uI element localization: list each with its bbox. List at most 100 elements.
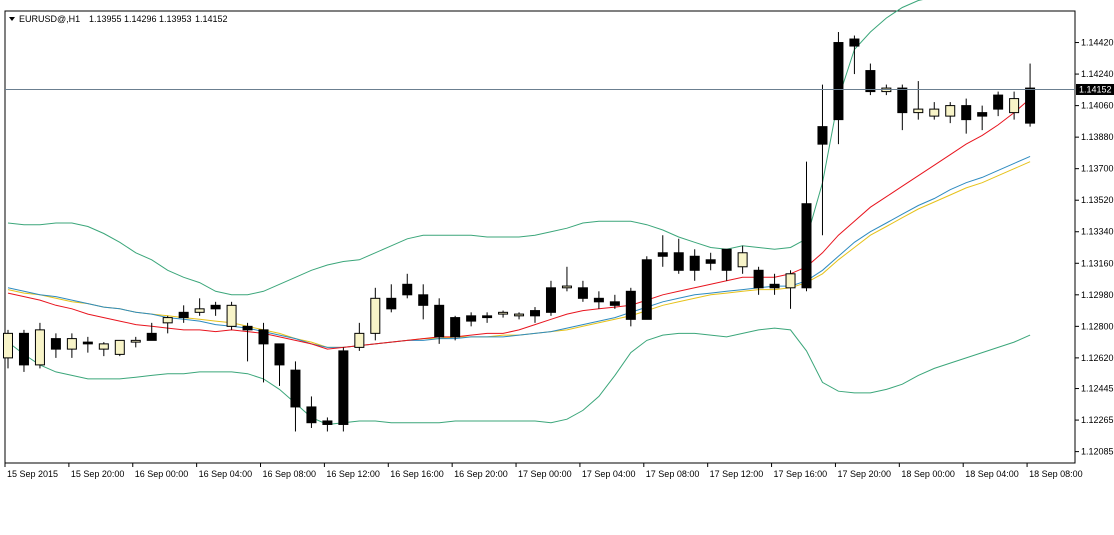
candle-body-bear	[721, 248, 732, 271]
candle	[114, 339, 125, 357]
candle-body-bear	[577, 287, 588, 299]
x-tick-label: 17 Sep 00:00	[518, 469, 572, 479]
candle-body-bull	[194, 308, 205, 313]
candle	[290, 361, 301, 432]
x-tick-label: 16 Sep 16:00	[390, 469, 444, 479]
candle	[801, 161, 812, 292]
candle	[753, 266, 764, 295]
candle-body-bull	[514, 313, 525, 317]
candle	[162, 315, 173, 334]
candle-body-bull	[785, 273, 796, 289]
candle-body-bear	[977, 112, 988, 117]
candle-body-bull	[130, 339, 141, 343]
x-tick-label: 16 Sep 20:00	[454, 469, 508, 479]
candle	[561, 266, 572, 292]
candle-body-bull	[913, 108, 924, 114]
candle-body-bull	[98, 343, 109, 350]
y-tick-label: 1.14420	[1081, 38, 1114, 48]
candle-body-bull	[737, 252, 748, 268]
candle	[194, 298, 205, 316]
candle-body-bear	[450, 317, 461, 338]
candle-body-bear	[274, 343, 285, 366]
candle-body-bear	[609, 301, 620, 306]
candle	[609, 294, 620, 309]
candle-body-bear	[625, 290, 636, 320]
candle-body-bear	[258, 329, 269, 345]
candle-body-bear	[641, 259, 652, 320]
y-tick-label: 1.13160	[1081, 258, 1114, 268]
candle	[450, 315, 461, 341]
candle	[1009, 91, 1020, 120]
chart-header: EURUSD@,H1 1.13955 1.14296 1.13953 1.141…	[9, 14, 228, 24]
candle	[913, 81, 924, 120]
candle-body-bear	[82, 341, 93, 345]
candle-body-bear	[1025, 87, 1036, 124]
x-tick-label: 16 Sep 04:00	[199, 469, 253, 479]
candle	[514, 312, 525, 320]
x-tick-label: 16 Sep 12:00	[326, 469, 380, 479]
y-tick-label: 1.12085	[1081, 447, 1114, 457]
candle-body-bull	[1009, 98, 1020, 114]
header-high: 1.14296	[124, 14, 157, 24]
candle	[1025, 63, 1036, 127]
candle-body-bull	[354, 332, 365, 348]
x-tick-label: 17 Sep 12:00	[710, 469, 764, 479]
candle	[402, 273, 413, 299]
candle	[306, 396, 317, 428]
candle	[146, 322, 157, 341]
header-close: 1.14152	[195, 14, 228, 24]
candle-body-bear	[753, 269, 764, 289]
candle	[977, 105, 988, 131]
bollinger-lower-line	[7, 327, 1031, 426]
candle	[929, 102, 940, 120]
candle-body-bull	[370, 297, 381, 334]
candle	[258, 322, 269, 383]
candle	[721, 248, 732, 281]
candle	[338, 347, 349, 432]
candle	[130, 336, 141, 348]
candle	[897, 84, 908, 131]
candle	[226, 301, 237, 330]
candle-body-bear	[322, 420, 333, 425]
current-price: 1.14152	[5, 83, 1114, 95]
chevron-down-icon[interactable]	[9, 17, 15, 21]
candle	[530, 307, 541, 323]
candle	[3, 329, 13, 369]
ma-fast-line	[7, 98, 1031, 350]
candle	[993, 91, 1004, 117]
candle	[785, 270, 796, 309]
candle-body-bear	[466, 315, 477, 322]
candle	[849, 35, 860, 75]
candle-body-bear	[801, 203, 812, 289]
candle-body-bull	[498, 311, 509, 315]
candle	[434, 298, 445, 344]
x-tick-label: 17 Sep 16:00	[774, 469, 828, 479]
candle	[386, 284, 397, 313]
y-tick-label: 1.12265	[1081, 415, 1114, 425]
candle-body-bear	[705, 259, 716, 264]
x-tick-label: 17 Sep 04:00	[582, 469, 636, 479]
candle	[178, 305, 189, 323]
candle	[641, 256, 652, 320]
ma-medium-line	[7, 155, 1031, 348]
candle	[466, 312, 477, 327]
y-tick-label: 1.12980	[1081, 290, 1114, 300]
x-tick-label: 15 Sep 2015	[7, 469, 58, 479]
candle	[625, 287, 636, 327]
candle-body-bear	[657, 252, 668, 257]
candle-body-bear	[993, 94, 1004, 110]
candle	[82, 336, 93, 353]
candle-body-bear	[961, 105, 972, 121]
x-tick-label: 15 Sep 20:00	[71, 469, 125, 479]
candle-body-bear	[338, 350, 349, 425]
candle	[705, 252, 716, 271]
candle	[673, 238, 684, 274]
indicators	[7, 0, 1031, 426]
candle-body-bull	[66, 338, 77, 350]
candle-body-bear	[18, 332, 29, 366]
candle-body-bear	[434, 304, 445, 338]
current-price-label: 1.14152	[1079, 84, 1112, 94]
candle-body-bear	[306, 406, 317, 424]
